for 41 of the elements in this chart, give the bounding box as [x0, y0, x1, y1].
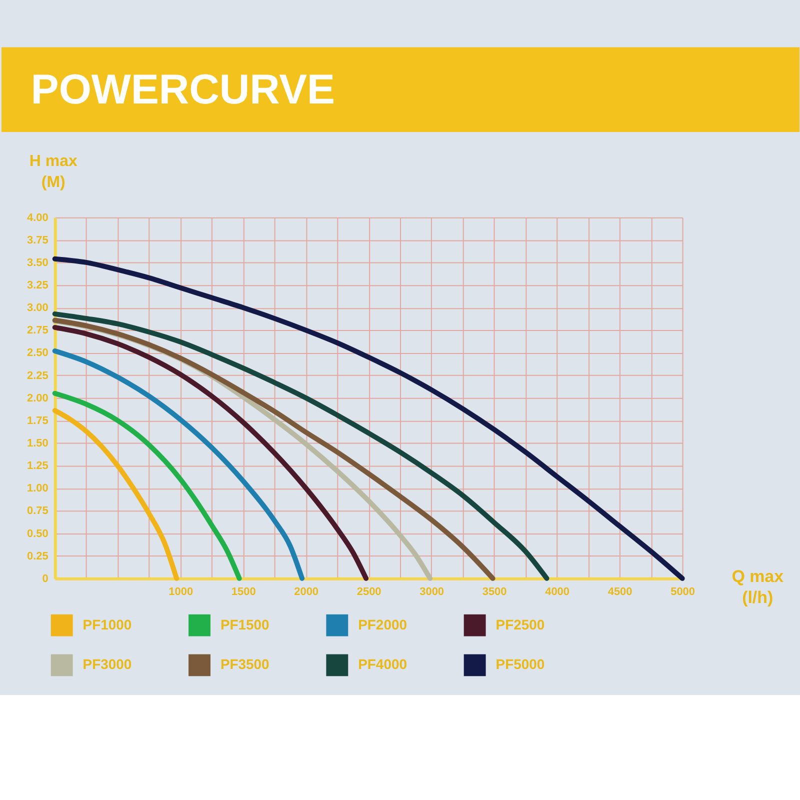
line-series [52, 408, 180, 581]
legend-label: PF2500 [496, 616, 545, 632]
legend-label: PF4000 [358, 656, 408, 672]
x-tick-label: 3500 [482, 586, 507, 598]
x-tick-label: 4500 [608, 586, 632, 598]
y-tick-label: 2.00 [27, 392, 48, 404]
y-tick-label: 0 [42, 572, 48, 585]
legend-label: PF1500 [220, 616, 270, 632]
y-tick-label: 1.50 [27, 438, 48, 450]
y-tick-label: 4.00 [27, 212, 48, 224]
y-tick-label: 1.75 [27, 414, 48, 427]
y-tick-label: 2.75 [27, 324, 48, 337]
y-tick-label: 3.00 [27, 302, 48, 314]
x-tick-label: 3000 [420, 586, 444, 598]
y-tick-label: 0.75 [27, 505, 48, 518]
y-tick-label: 2.50 [27, 347, 48, 360]
y-tick-label: 2.25 [27, 370, 48, 382]
chart-title: POWERCURVE [30, 66, 335, 113]
x-axis-title: Q max (l/h) [732, 566, 784, 607]
x-tick-label: 5000 [670, 586, 695, 598]
legend-label: PF5000 [496, 656, 545, 672]
y-tick-label: 3.25 [27, 280, 48, 292]
line-series [52, 390, 242, 581]
legend-label: PF3500 [220, 656, 270, 672]
x-tick-label: 4000 [545, 586, 570, 598]
x-tick-label: 2000 [294, 586, 319, 598]
legend-label: PF2000 [358, 616, 408, 632]
x-tick-label: 1000 [168, 586, 194, 598]
x-tick-label: 1500 [231, 586, 256, 598]
y-axis-title: H max (M) [29, 152, 78, 191]
y-tick-label: 1.00 [27, 482, 48, 495]
line-series [52, 348, 305, 581]
y-tick-label: 3.75 [27, 234, 48, 246]
y-tick-label: 0.25 [27, 550, 48, 562]
y-tick-label: 3.50 [27, 256, 48, 269]
x-tick-label: 2500 [356, 586, 382, 598]
y-tick-label: 0.50 [27, 528, 48, 540]
line-series [52, 324, 369, 581]
legend-label: PF1000 [82, 616, 132, 632]
y-tick-label: 1.25 [27, 460, 48, 472]
legend-label: PF3000 [82, 656, 132, 672]
